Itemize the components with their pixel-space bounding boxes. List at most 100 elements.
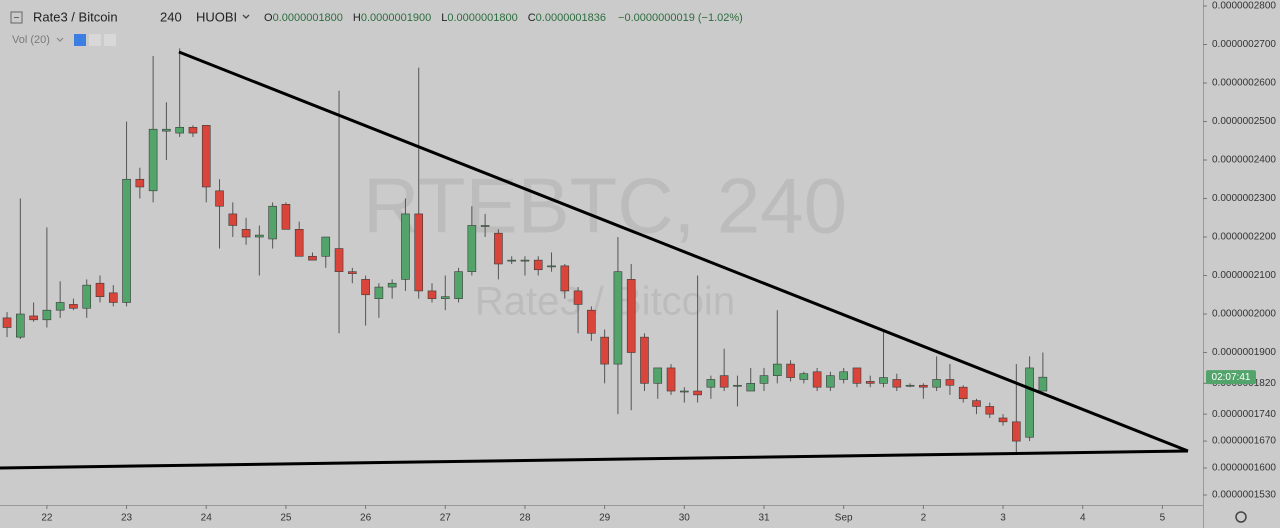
legend-label: O	[264, 12, 273, 24]
trend-line	[0, 449, 1189, 470]
candle-body	[839, 371, 848, 380]
ohlc-legend: O 0.0000001800 H 0.0000001900 L 0.0000001800 C…	[264, 12, 606, 24]
candle-body	[1025, 367, 1034, 438]
candle-body	[387, 282, 397, 288]
candle-body	[494, 232, 503, 265]
indicator-label[interactable]: Vol (20)	[12, 34, 50, 46]
candle-body	[587, 309, 596, 334]
candle-body	[95, 282, 105, 298]
x-tick-label: 28	[519, 513, 531, 524]
candle-body	[653, 367, 663, 384]
y-tick-label: 0.0000002700	[1212, 39, 1276, 50]
hide-indicator-icon[interactable]	[74, 34, 86, 46]
candle-body	[666, 367, 676, 392]
legend-label: L	[441, 12, 447, 24]
candle-body	[348, 271, 357, 274]
candle-body	[693, 390, 702, 396]
candles	[2, 48, 1048, 453]
candle-body	[268, 205, 277, 240]
candle-body	[945, 379, 955, 386]
y-tick-label: 0.0000002500	[1212, 116, 1276, 127]
candle-body	[733, 384, 742, 387]
x-tick-label: 31	[758, 513, 770, 524]
candle-body	[560, 265, 570, 292]
candle-body	[29, 315, 38, 321]
candle-body	[162, 128, 171, 132]
candle-body	[201, 125, 211, 188]
candle-body	[719, 375, 729, 388]
candle-body	[361, 279, 370, 296]
candle-body	[786, 363, 795, 378]
x-tick-label: 23	[121, 513, 133, 524]
legend-value: 0.0000001800	[447, 12, 517, 24]
candle-body	[175, 126, 184, 134]
candle-body	[680, 390, 689, 393]
candle-body	[879, 377, 888, 384]
candle-body	[533, 259, 543, 271]
x-tick-label: 5	[1160, 513, 1166, 524]
candle-body	[108, 292, 118, 303]
candle-body	[2, 317, 12, 328]
y-tick-label: 0.0000001740	[1212, 409, 1276, 420]
candle-body	[69, 304, 78, 309]
price-axis: 0.0000002800 0.0000002700 0.0000002600 0.00…	[1203, 1, 1276, 501]
candle-body	[892, 379, 902, 388]
x-tick-label: 22	[41, 513, 53, 524]
y-tick-label: 0.0000002000	[1212, 309, 1276, 320]
watermark-symbol: RTEBTC, 240	[363, 162, 847, 250]
watermark-name: Rate3 / Bitcoin	[475, 280, 735, 324]
candle-body	[241, 229, 251, 238]
candle-body	[16, 313, 25, 338]
x-tick-label: 29	[599, 513, 611, 524]
settings-gear[interactable]	[1235, 511, 1247, 523]
candle-body	[919, 384, 928, 388]
candle-body	[507, 259, 516, 262]
candle-body	[626, 279, 636, 353]
header: Rate3 / Bitcoin 240 HUOBI O 0.0000001800 H…	[10, 9, 743, 46]
countdown: 02:07:41	[1212, 372, 1251, 383]
candle-body	[42, 309, 52, 321]
candle-body	[772, 363, 782, 376]
candle-body	[1012, 421, 1021, 442]
candle-body	[454, 271, 463, 299]
legend-label: H	[353, 12, 361, 24]
legend-value: 0.0000001900	[361, 12, 431, 24]
candle-body	[826, 375, 835, 388]
y-tick-label: 0.0000001530	[1212, 490, 1276, 501]
collapse-icon[interactable]	[10, 11, 23, 24]
candle-body	[972, 400, 981, 407]
candle-body	[122, 178, 131, 303]
settings-indicator-icon[interactable]	[89, 34, 101, 46]
candle-body	[812, 371, 822, 388]
symbol-menu-arrow[interactable]	[242, 14, 250, 19]
x-tick-label: 4	[1080, 513, 1086, 524]
watermark: RTEBTC, 240 Rate3 / Bitcoin	[363, 162, 847, 324]
candle-body	[281, 203, 291, 230]
candle-body	[321, 236, 331, 257]
y-tick-label: 0.0000002400	[1212, 155, 1276, 166]
x-tick-label: 3	[1000, 513, 1006, 524]
y-tick-label: 0.0000001600	[1212, 463, 1276, 474]
candle-body	[228, 213, 238, 226]
candle-body	[334, 248, 344, 272]
countdown-box	[1206, 370, 1256, 385]
candle-body	[573, 290, 583, 305]
candle-body	[600, 336, 609, 365]
candle-body	[746, 383, 756, 392]
change: −0.0000000019 (−1.02%)	[618, 12, 743, 24]
indicator-menu-arrow[interactable]	[56, 37, 64, 42]
exchange[interactable]: HUOBI	[196, 9, 237, 24]
x-tick-label: 26	[360, 513, 372, 524]
candle-body	[148, 128, 158, 192]
y-tick-label: 0.0000002300	[1212, 193, 1276, 204]
candle-body	[640, 336, 649, 384]
candle-body	[852, 367, 862, 384]
x-tick-label: 30	[679, 513, 691, 524]
candle-body	[215, 190, 224, 207]
interval[interactable]: 240	[160, 9, 182, 24]
symbol-title[interactable]: Rate3 / Bitcoin	[33, 9, 118, 24]
remove-indicator-icon[interactable]	[104, 34, 116, 46]
candle-body	[865, 381, 875, 384]
